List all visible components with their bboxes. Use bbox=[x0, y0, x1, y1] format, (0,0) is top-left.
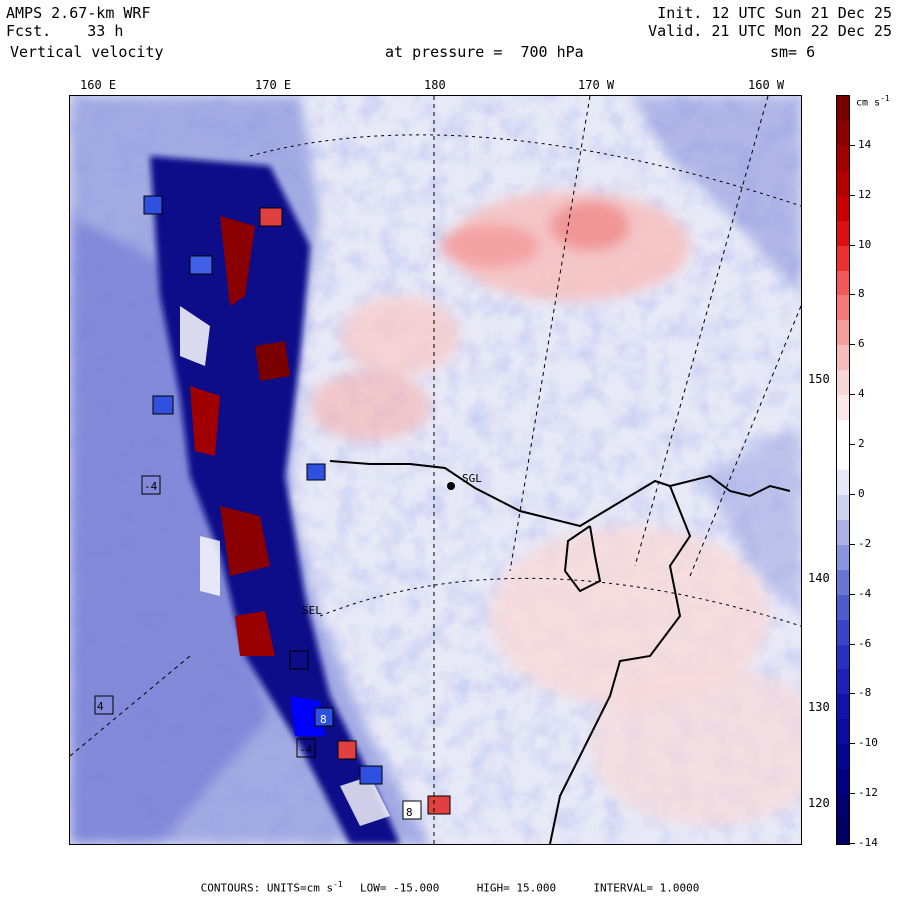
colorbar-segment bbox=[837, 719, 849, 744]
colorbar-segment bbox=[837, 819, 849, 844]
colorbar-tick bbox=[849, 793, 855, 794]
colorbar-segment bbox=[837, 96, 849, 121]
colorbar-segment bbox=[837, 271, 849, 296]
colorbar-tick bbox=[849, 494, 855, 495]
colorbar-segment bbox=[837, 495, 849, 520]
colorbar-segment bbox=[837, 196, 849, 221]
colorbar-segment bbox=[837, 570, 849, 595]
box-label: -4 bbox=[144, 480, 158, 493]
colorbar-segment bbox=[837, 645, 849, 670]
colorbar-tick bbox=[849, 344, 855, 345]
contour-low: LOW= -15.000 bbox=[360, 882, 439, 895]
contour-high: HIGH= 15.000 bbox=[477, 882, 556, 895]
colorbar-segment bbox=[837, 420, 849, 445]
valid-time: Valid. 21 UTC Mon 22 Dec 25 bbox=[648, 23, 892, 40]
colorbar-label: 2 bbox=[858, 437, 865, 450]
lon-label-160e: 160 E bbox=[80, 78, 116, 92]
contour-interval: INTERVAL= 1.0000 bbox=[593, 882, 699, 895]
colorbar-segment bbox=[837, 470, 849, 495]
station-marker-sgl bbox=[447, 482, 455, 490]
colorbar-label: -8 bbox=[858, 686, 871, 699]
lon-label-160w: 160 W bbox=[748, 78, 784, 92]
colorbar-label: -2 bbox=[858, 537, 871, 550]
colorbar-segment bbox=[837, 769, 849, 794]
colorbar-segment bbox=[837, 146, 849, 171]
colorbar-tick bbox=[849, 444, 855, 445]
colorbar-label: -4 bbox=[858, 587, 871, 600]
colorbar-segment bbox=[837, 221, 849, 246]
colorbar-label: 10 bbox=[858, 238, 871, 251]
vertical-velocity-map: SGL SEL 4 -4 -4 8 8 bbox=[69, 95, 802, 845]
colorbar-label: 8 bbox=[858, 287, 865, 300]
colorbar-segment bbox=[837, 744, 849, 769]
init-time: Init. 12 UTC Sun 21 Dec 25 bbox=[657, 5, 892, 22]
colorbar-label: -14 bbox=[858, 836, 878, 849]
colorbar-label: -6 bbox=[858, 637, 871, 650]
forecast-hour: Fcst. 33 h bbox=[6, 23, 123, 40]
lon-label-170e: 170 E bbox=[255, 78, 291, 92]
box-label: -4 bbox=[299, 743, 313, 756]
colorbar-tick bbox=[849, 743, 855, 744]
box-label: 4 bbox=[97, 700, 104, 713]
colorbar-tick bbox=[849, 843, 855, 844]
colorbar-segment bbox=[837, 694, 849, 719]
colorbar-tick bbox=[849, 195, 855, 196]
colorbar-segment bbox=[837, 794, 849, 819]
colorbar-tick bbox=[849, 544, 855, 545]
colorbar-segment bbox=[837, 171, 849, 196]
lon-label-170w: 170 W bbox=[578, 78, 614, 92]
contour-info: CONTOURS: UNITS=cm s-1 LOW= -15.000 HIGH… bbox=[0, 880, 900, 895]
colorbar bbox=[836, 95, 850, 845]
colorbar-tick bbox=[849, 693, 855, 694]
station-label-sgl: SGL bbox=[462, 472, 482, 485]
contour-units: CONTOURS: UNITS=cm s bbox=[201, 882, 333, 895]
colorbar-label: 4 bbox=[858, 387, 865, 400]
colorbar-label: 6 bbox=[858, 337, 865, 350]
colorbar-segment bbox=[837, 520, 849, 545]
pressure-level: at pressure = 700 hPa bbox=[385, 44, 584, 61]
colorbar-tick bbox=[849, 145, 855, 146]
colorbar-label: -12 bbox=[858, 786, 878, 799]
colorbar-segment bbox=[837, 295, 849, 320]
box-label: 8 bbox=[320, 713, 327, 726]
colorbar-segment bbox=[837, 320, 849, 345]
colorbar-segment bbox=[837, 345, 849, 370]
box-label: 8 bbox=[406, 806, 413, 819]
smoothing-label: sm= 6 bbox=[770, 44, 815, 61]
colorbar-segment bbox=[837, 246, 849, 271]
colorbar-segment bbox=[837, 595, 849, 620]
colorbar-label: -10 bbox=[858, 736, 878, 749]
colorbar-segment bbox=[837, 669, 849, 694]
colorbar-label: 12 bbox=[858, 188, 871, 201]
colorbar-tick bbox=[849, 245, 855, 246]
colorbar-label: 14 bbox=[858, 138, 871, 151]
variable-name: Vertical velocity bbox=[10, 44, 164, 61]
colorbar-label: 0 bbox=[858, 487, 865, 500]
colorbar-tick bbox=[849, 594, 855, 595]
colorbar-tick bbox=[849, 644, 855, 645]
colorbar-segment bbox=[837, 445, 849, 470]
colorbar-segment bbox=[837, 545, 849, 570]
colorbar-segment bbox=[837, 620, 849, 645]
map-field-svg: SGL SEL 4 -4 -4 8 8 bbox=[70, 96, 801, 844]
colorbar-tick bbox=[849, 294, 855, 295]
colorbar-segment bbox=[837, 121, 849, 146]
model-title: AMPS 2.67-km WRF bbox=[6, 5, 151, 22]
colorbar-unit: cm s-1 bbox=[856, 94, 890, 108]
colorbar-tick bbox=[849, 394, 855, 395]
station-label-sel: SEL bbox=[302, 604, 322, 617]
lon-label-180: 180 bbox=[424, 78, 446, 92]
colorbar-segment bbox=[837, 370, 849, 395]
colorbar-segment bbox=[837, 395, 849, 420]
